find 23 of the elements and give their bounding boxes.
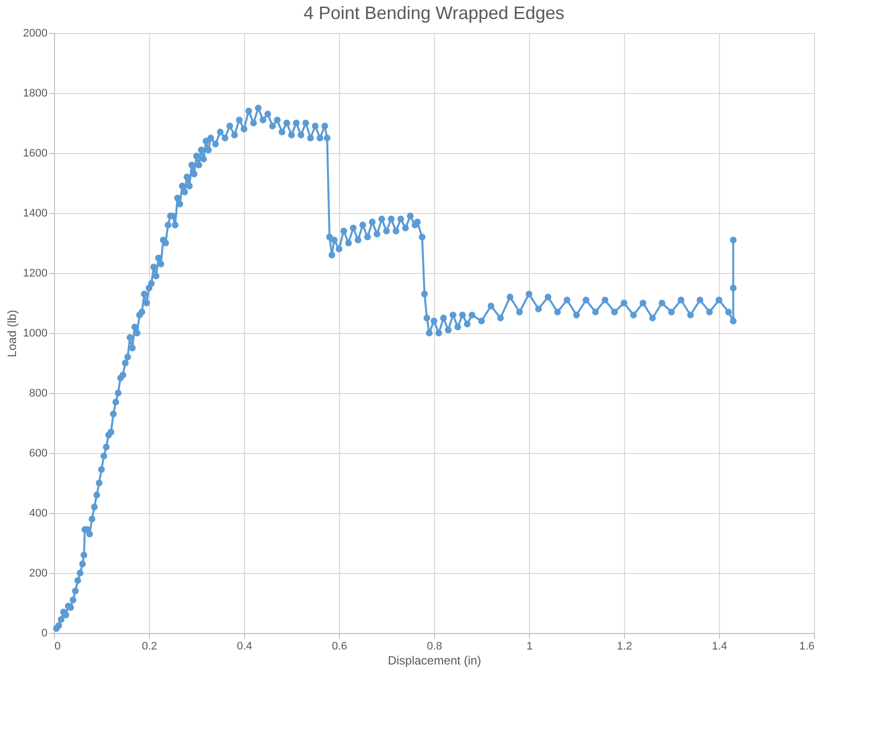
x-tick-label: 0.2	[142, 640, 158, 652]
x-axis-title: Displacement (in)	[388, 654, 482, 668]
x-tick-label: 1	[526, 640, 533, 652]
y-tick-label: 1000	[23, 328, 48, 340]
y-tick-label: 0	[41, 628, 48, 640]
x-tick-label: 1.2	[616, 640, 632, 652]
y-tick-label: 400	[29, 508, 48, 520]
x-tick-label: 0.6	[332, 640, 348, 652]
y-tick-label: 600	[29, 448, 48, 460]
y-axis-title: Load (lb)	[5, 310, 20, 358]
y-tick-label: 1400	[23, 208, 48, 220]
y-tick-label: 800	[29, 388, 48, 400]
x-tick-label: 0.8	[426, 640, 442, 652]
y-tick-label: 1200	[23, 268, 48, 280]
x-tick-label: 1.4	[712, 640, 728, 652]
y-tick-label: 1600	[23, 148, 48, 160]
y-tick-label: 1800	[23, 88, 48, 100]
x-tick-label: 0.4	[236, 640, 252, 652]
x-tick-label: 1.6	[799, 640, 814, 652]
x-tick-label: 0	[54, 640, 61, 652]
chart-title: 4 Point Bending Wrapped Edges	[304, 3, 564, 23]
y-tick-label: 200	[29, 568, 48, 580]
y-tick-label: 2000	[23, 28, 48, 40]
